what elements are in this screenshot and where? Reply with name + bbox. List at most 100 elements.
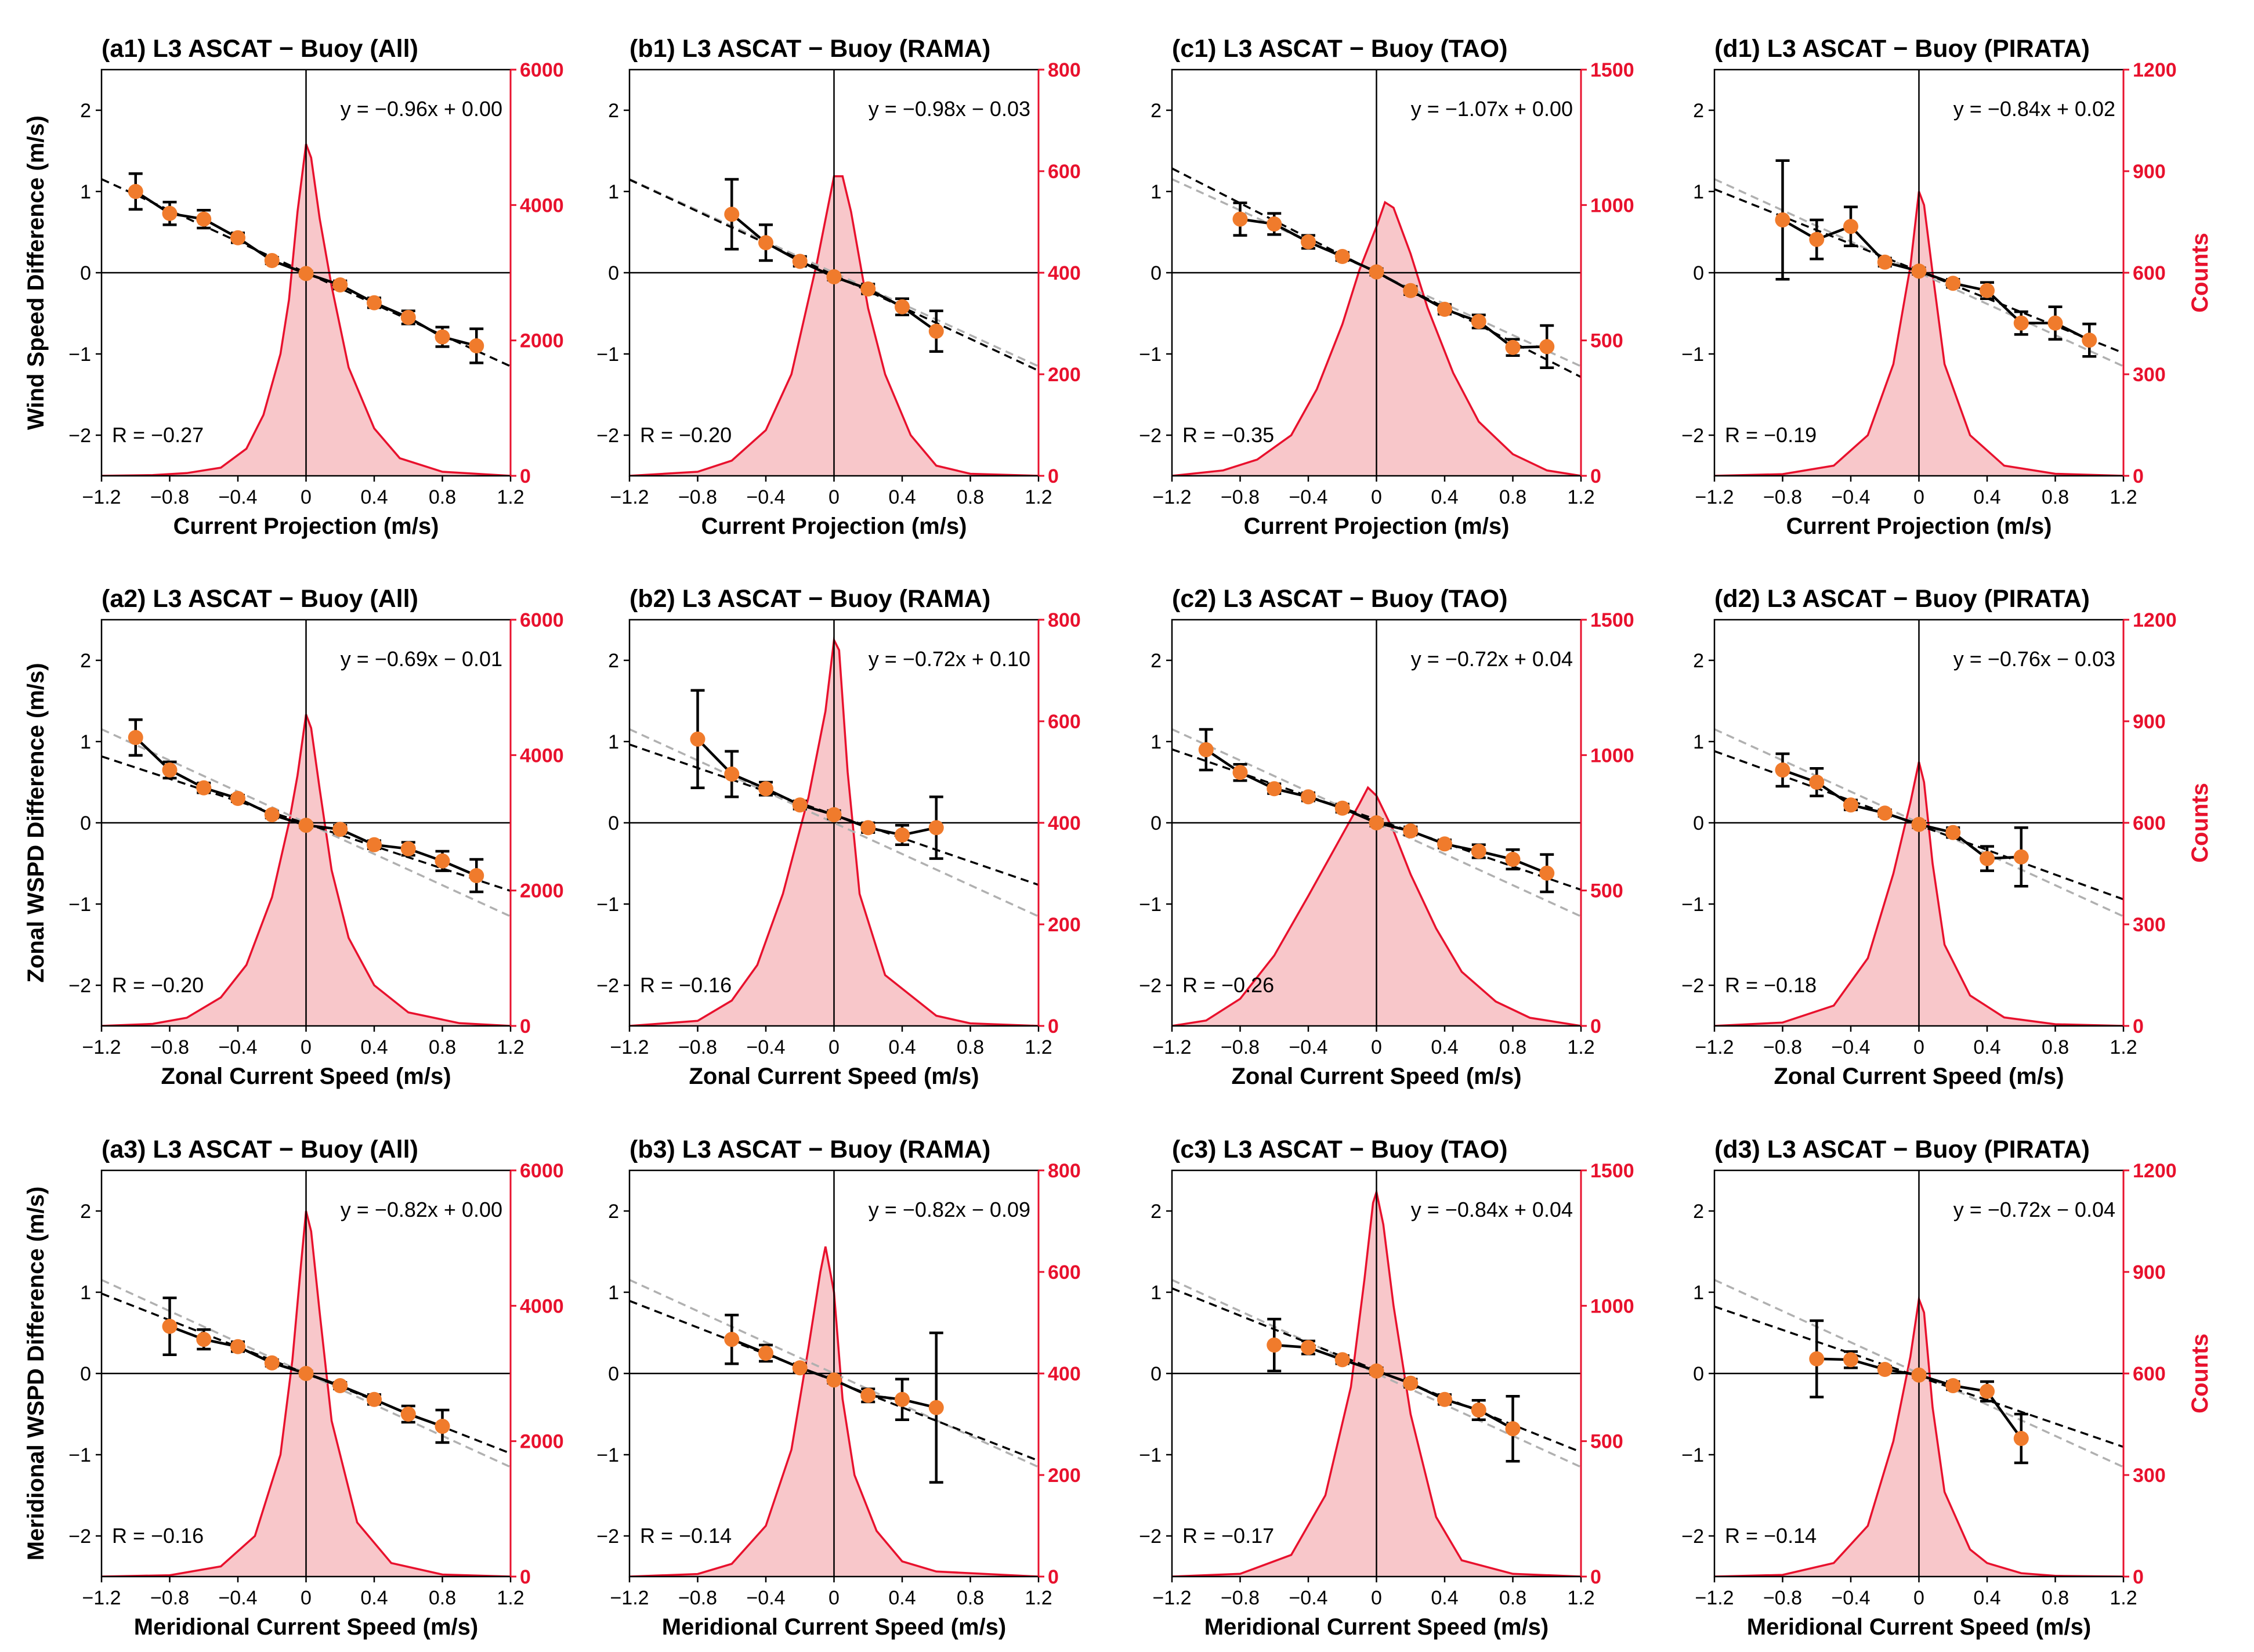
x-tick-label: 0.4: [1973, 1036, 2000, 1058]
x-tick-label: 0.4: [888, 1587, 916, 1609]
x-tick-label: −1.2: [1695, 1587, 1734, 1609]
y-tick-label: 0: [1693, 1363, 1704, 1385]
x-tick-label: −1.2: [610, 486, 649, 508]
x-tick-label: −0.8: [1221, 1036, 1260, 1058]
data-point: [196, 1332, 212, 1347]
panel-title: (a2) L3 ASCAT − Buoy (All): [102, 585, 418, 613]
data-point: [928, 323, 944, 339]
fit-equation: y = −0.96x + 0.00: [341, 97, 502, 121]
x-tick-label: −0.4: [746, 1587, 785, 1609]
panel-b1: −1.2 −0.8 −0.4 0 0.4 0.8 1.2 −2 −1 0 1 2 0 200 400 600 8…: [596, 35, 1081, 539]
y-tick-label: 1: [1150, 731, 1162, 753]
data-point: [724, 1332, 740, 1347]
count-tick-label: 600: [1048, 161, 1081, 183]
data-point: [1877, 1362, 1893, 1377]
count-tick-label: 900: [2133, 161, 2166, 183]
data-point: [1539, 865, 1555, 881]
x-axis-label: Zonal Current Speed (m/s): [1774, 1064, 2064, 1089]
x-tick-label: 0.4: [1431, 486, 1458, 508]
histogram-line: [1714, 761, 2123, 1026]
fit-equation: y = −0.82x − 0.09: [869, 1198, 1030, 1221]
y-tick-label: 0: [80, 1363, 91, 1385]
y-tick-label: −1: [1139, 894, 1162, 916]
x-tick-label: 1.2: [497, 1036, 524, 1058]
data-point: [435, 853, 450, 869]
x-tick-label: 0: [1371, 486, 1382, 508]
plot-area: [102, 70, 511, 476]
x-tick-label: 0.4: [360, 1036, 388, 1058]
data-point: [1539, 339, 1555, 355]
y-tick-label: 0: [1150, 262, 1162, 284]
data-point: [298, 266, 314, 281]
fit-equation: y = −0.82x + 0.00: [341, 1198, 502, 1221]
data-point: [332, 1378, 348, 1393]
data-point: [196, 780, 212, 796]
data-point: [928, 1400, 944, 1415]
data-point: [1267, 216, 1282, 232]
data-point: [1843, 1352, 1858, 1368]
y-tick-label: 0: [1150, 1363, 1162, 1385]
data-point: [1809, 1351, 1825, 1367]
reference-line: [1714, 1279, 2123, 1468]
x-axis-label: Current Projection (m/s): [701, 514, 967, 539]
data-point: [1877, 805, 1893, 821]
x-tick-label: −0.8: [678, 1587, 717, 1609]
x-tick-label: 0: [301, 1036, 312, 1058]
x-axis-label: Current Projection (m/s): [1244, 514, 1510, 539]
panel-title: (b2) L3 ASCAT − Buoy (RAMA): [629, 585, 990, 613]
y-tick-label: 0: [1693, 262, 1704, 284]
y-tick-label: 2: [1693, 650, 1704, 672]
x-axis-label: Zonal Current Speed (m/s): [1231, 1064, 1521, 1089]
x-tick-label: 1.2: [1567, 1587, 1594, 1609]
x-tick-label: 0: [1913, 1036, 1924, 1058]
data-point: [264, 807, 280, 822]
fit-equation: y = −0.72x + 0.10: [869, 647, 1030, 671]
data-point: [1437, 1391, 1452, 1407]
data-point: [264, 253, 280, 268]
data-point: [1471, 1402, 1486, 1418]
data-point: [1369, 1363, 1384, 1379]
y-tick-label: −2: [1139, 1526, 1162, 1548]
panel-d3: −1.2 −0.8 −0.4 0 0.4 0.8 1.2 −2 −1 0 1 2 0 300 600 900 1…: [1681, 1136, 2213, 1640]
data-point: [1505, 1421, 1521, 1437]
data-point: [1471, 314, 1486, 329]
x-axis-label: Current Projection (m/s): [1786, 514, 2052, 539]
correlation-label: R = −0.19: [1725, 423, 1817, 447]
correlation-label: R = −0.20: [640, 423, 732, 447]
x-tick-label: 1.2: [1567, 1036, 1594, 1058]
data-point: [1301, 1340, 1316, 1355]
count-tick-label: 0: [2133, 1566, 2144, 1588]
x-tick-label: 0.8: [1499, 1587, 1526, 1609]
panel-a3: −1.2 −0.8 −0.4 0 0.4 0.8 1.2 −2 −1 0 1 2 0 2000 4000 60…: [23, 1136, 564, 1640]
count-tick-label: 800: [1048, 609, 1081, 631]
reference-line: [629, 178, 1039, 367]
data-point: [758, 1346, 773, 1361]
panel-title: (d1) L3 ASCAT − Buoy (PIRATA): [1714, 35, 2090, 63]
data-point: [2013, 849, 2029, 865]
count-tick-label: 1200: [2133, 59, 2177, 81]
x-tick-label: 0: [301, 1587, 312, 1609]
panel-d2: −1.2 −0.8 −0.4 0 0.4 0.8 1.2 −2 −1 0 1 2 0 300 600 900 1…: [1681, 585, 2213, 1089]
y-axis-label: Meridional WSPD Difference (m/s): [23, 1187, 49, 1561]
y-tick-label: 2: [80, 1201, 91, 1223]
x-tick-label: −0.4: [1289, 1036, 1327, 1058]
data-point: [1775, 762, 1790, 778]
count-tick-label: 2000: [520, 880, 564, 902]
panel-title: (c3) L3 ASCAT − Buoy (TAO): [1172, 1136, 1508, 1163]
data-point: [2082, 332, 2097, 348]
data-point: [860, 1387, 876, 1403]
data-point: [1198, 742, 1214, 757]
y-tick-label: −1: [1681, 1444, 1704, 1466]
x-tick-label: −0.4: [218, 1036, 257, 1058]
correlation-label: R = −0.26: [1182, 973, 1274, 997]
correlation-label: R = −0.35: [1182, 423, 1274, 447]
y-tick-label: −1: [596, 1444, 619, 1466]
data-point: [435, 1419, 450, 1434]
y-tick-label: −2: [1681, 975, 1704, 997]
data-point: [1980, 283, 1995, 298]
plot-area: [1172, 620, 1581, 1026]
plot-area: [1714, 70, 2123, 476]
data-point: [792, 1360, 808, 1376]
data-point: [1232, 211, 1248, 227]
count-tick-label: 1000: [1590, 1295, 1634, 1317]
